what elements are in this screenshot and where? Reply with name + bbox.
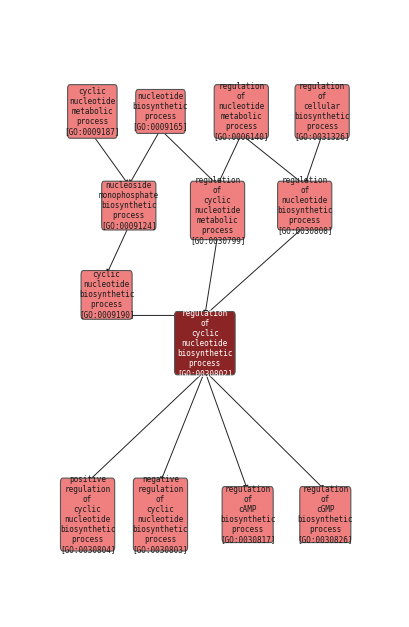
FancyBboxPatch shape bbox=[300, 487, 351, 542]
FancyBboxPatch shape bbox=[191, 181, 245, 240]
FancyBboxPatch shape bbox=[278, 181, 332, 230]
FancyBboxPatch shape bbox=[67, 85, 117, 138]
Text: positive
regulation
of
cyclic
nucleotide
biosynthetic
process
[GO:0030804]: positive regulation of cyclic nucleotide… bbox=[60, 475, 115, 554]
FancyBboxPatch shape bbox=[136, 90, 185, 134]
Text: regulation
of
cAMP
biosynthetic
process
[GO:0030817]: regulation of cAMP biosynthetic process … bbox=[220, 485, 275, 544]
Text: cyclic
nucleotide
metabolic
process
[GO:0009187]: cyclic nucleotide metabolic process [GO:… bbox=[65, 87, 120, 136]
FancyBboxPatch shape bbox=[61, 478, 115, 551]
FancyBboxPatch shape bbox=[102, 181, 156, 230]
Text: nucleotide
biosynthetic
process
[GO:0009165]: nucleotide biosynthetic process [GO:0009… bbox=[133, 92, 188, 131]
Text: nucleoside
monophosphate
biosynthetic
process
[GO:0009124]: nucleoside monophosphate biosynthetic pr… bbox=[99, 181, 159, 230]
FancyBboxPatch shape bbox=[81, 270, 132, 319]
FancyBboxPatch shape bbox=[222, 487, 273, 542]
Text: cyclic
nucleotide
biosynthetic
process
[GO:0009190]: cyclic nucleotide biosynthetic process [… bbox=[79, 270, 134, 320]
Text: regulation
of
cGMP
biosynthetic
process
[GO:0030826]: regulation of cGMP biosynthetic process … bbox=[298, 485, 353, 544]
Text: regulation
of
cellular
biosynthetic
process
[GO:0031326]: regulation of cellular biosynthetic proc… bbox=[294, 82, 350, 141]
FancyBboxPatch shape bbox=[175, 312, 235, 375]
FancyBboxPatch shape bbox=[214, 85, 268, 138]
Text: regulation
of
nucleotide
biosynthetic
process
[GO:0030808]: regulation of nucleotide biosynthetic pr… bbox=[277, 176, 333, 235]
Text: regulation
of
nucleotide
metabolic
process
[GO:0006140]: regulation of nucleotide metabolic proce… bbox=[213, 82, 269, 141]
Text: regulation
of
cyclic
nucleotide
metabolic
process
[GO:0030799]: regulation of cyclic nucleotide metaboli… bbox=[190, 176, 245, 245]
Text: negative
regulation
of
cyclic
nucleotide
biosynthetic
process
[GO:0030803]: negative regulation of cyclic nucleotide… bbox=[133, 475, 188, 554]
FancyBboxPatch shape bbox=[295, 85, 349, 138]
Text: regulation
of
cyclic
nucleotide
biosynthetic
process
[GO:0030802]: regulation of cyclic nucleotide biosynth… bbox=[177, 308, 233, 378]
FancyBboxPatch shape bbox=[133, 478, 188, 551]
